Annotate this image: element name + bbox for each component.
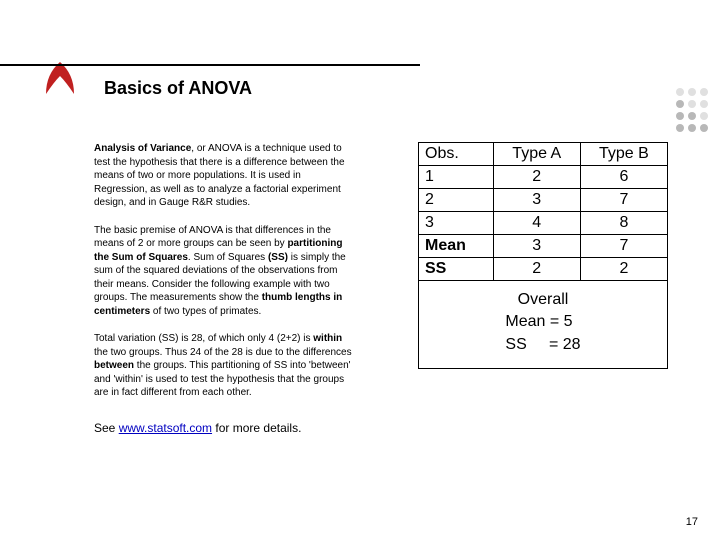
statsoft-link[interactable]: www.statsoft.com [119, 421, 212, 435]
table-header-row: Obs. Type A Type B [419, 143, 668, 166]
header-rule [0, 64, 420, 66]
body-text: Analysis of Variance, or ANOVA is a tech… [94, 142, 354, 450]
overall-summary: Overall Mean = 5 SS = 28 [418, 281, 668, 369]
paragraph-2: The basic premise of ANOVA is that diffe… [94, 224, 354, 319]
page-title: Basics of ANOVA [104, 78, 252, 99]
paragraph-1: Analysis of Variance, or ANOVA is a tech… [94, 142, 354, 210]
see-more-line: See www.statsoft.com for more details. [94, 420, 354, 436]
overall-title: Overall [431, 289, 655, 311]
table-row-ss: SS 2 2 [419, 258, 668, 281]
data-table-container: Obs. Type A Type B 1 2 6 2 3 7 3 [418, 142, 668, 369]
overall-ss: SS = 28 [505, 334, 580, 356]
col-header-type-b: Type B [580, 143, 667, 166]
table-row: 1 2 6 [419, 166, 668, 189]
table-row: 3 4 8 [419, 212, 668, 235]
page-number: 17 [686, 516, 698, 528]
table-row-mean: Mean 3 7 [419, 235, 668, 258]
col-header-obs: Obs. [419, 143, 494, 166]
overall-mean: Mean = 5 [505, 311, 580, 333]
paragraph-3: Total variation (SS) is 28, of which onl… [94, 332, 354, 400]
slide-container: Basics of ANOVA Analysis of Variance, or… [0, 0, 720, 540]
col-header-type-a: Type A [493, 143, 580, 166]
table-row: 2 3 7 [419, 189, 668, 212]
decorative-dots [676, 88, 708, 136]
anova-table: Obs. Type A Type B 1 2 6 2 3 7 3 [418, 142, 668, 281]
term-anova: Analysis of Variance [94, 143, 191, 154]
